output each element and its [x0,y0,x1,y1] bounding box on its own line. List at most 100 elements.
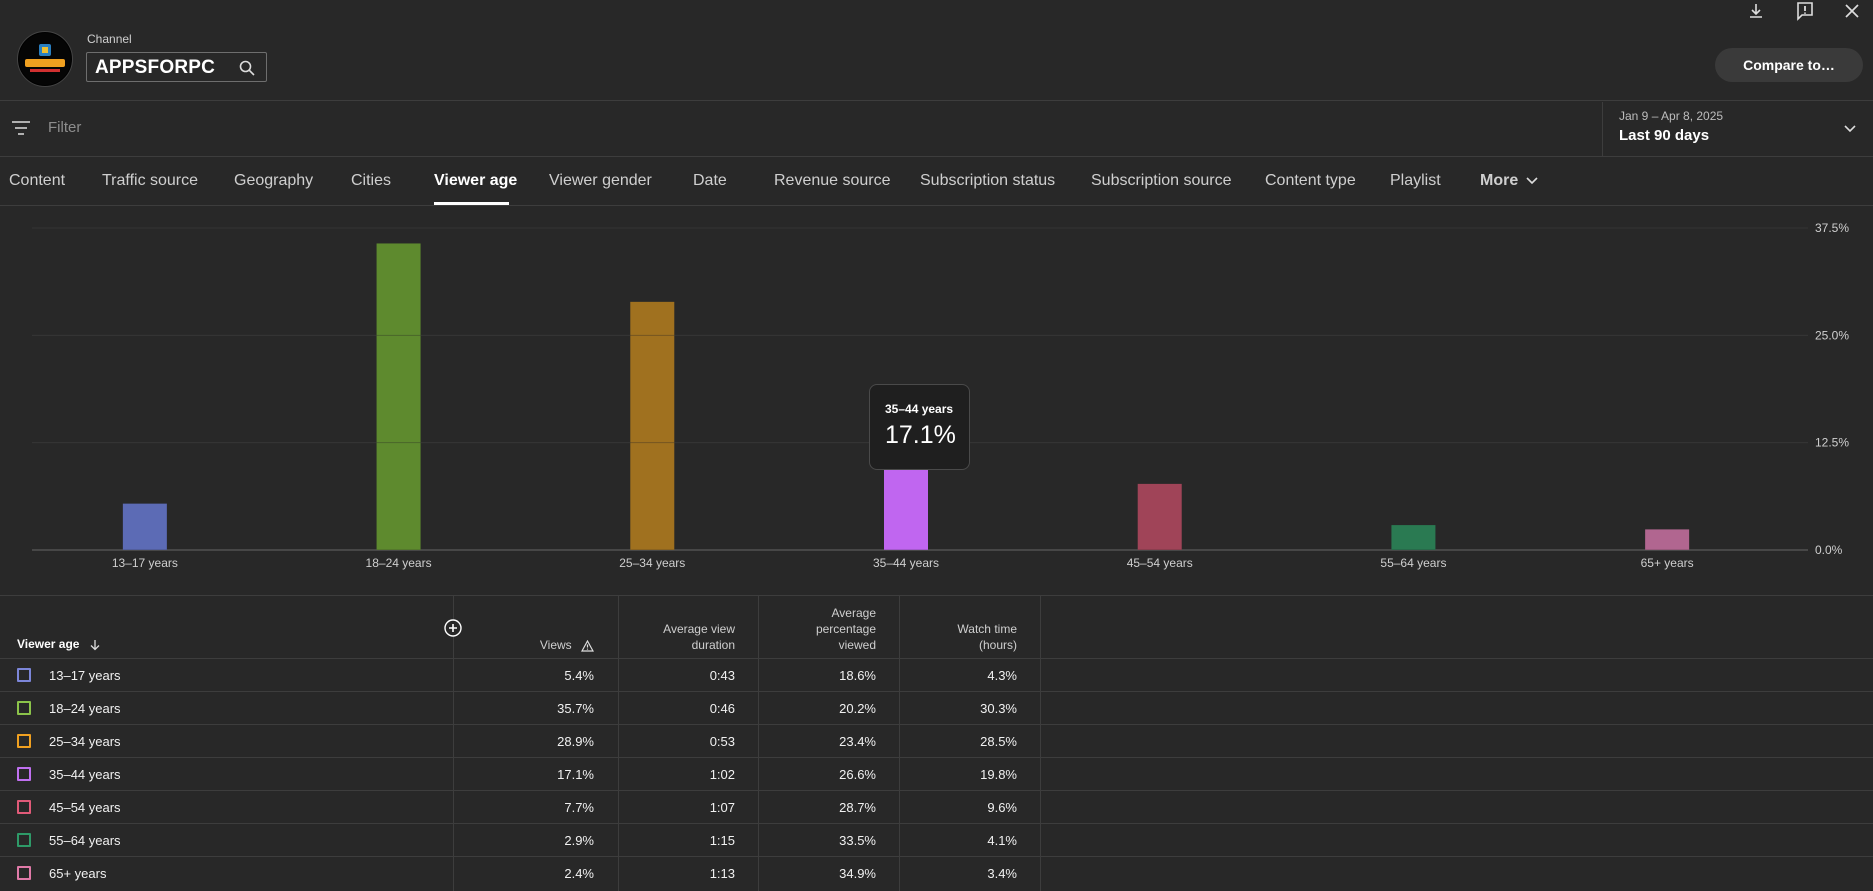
add-column-button[interactable] [444,619,462,637]
cell-views: 17.1% [557,767,594,782]
table-row[interactable]: 18–24 years 35.7% 0:46 20.2% 30.3% [0,691,1873,724]
cell-avg-view-duration: 1:13 [709,866,735,881]
cell-views: 2.4% [564,866,594,881]
table-row[interactable]: 65+ years 2.4% 1:13 34.9% 3.4% [0,856,1873,889]
column-header-label: Viewer age [17,637,80,651]
chart-bar[interactable] [630,301,675,550]
column-separator [1040,595,1041,891]
x-tick-label: 25–34 years [619,556,685,570]
series-color-swatch[interactable] [17,866,31,880]
column-header-line: duration [691,638,735,652]
column-header-label: Views [539,638,572,652]
table-row[interactable]: 55–64 years 2.9% 1:15 33.5% 4.1% [0,823,1873,856]
chart-bar[interactable] [1137,483,1182,550]
date-period-selector[interactable]: Last 90 days [1619,127,1710,144]
cell-watch-time: 4.3% [987,668,1017,683]
cell-avg-view-duration: 0:43 [709,668,735,683]
tab-cities[interactable]: Cities [351,172,392,189]
x-tick-label: 35–44 years [873,556,939,570]
cell-avg-percentage-viewed: 26.6% [839,767,876,782]
column-header-avg-view-duration[interactable]: Average view duration [628,621,735,653]
tab-more[interactable]: More [1480,172,1539,190]
tab-geography[interactable]: Geography [234,172,314,189]
row-label: 35–44 years [49,767,121,782]
cell-watch-time: 30.3% [980,701,1017,716]
add-circle-icon [444,619,462,637]
series-color-swatch[interactable] [17,734,31,748]
x-tick-label: 65+ years [1641,556,1694,570]
cell-watch-time: 28.5% [980,734,1017,749]
column-header-avg-percentage-viewed[interactable]: Average percentage viewed [768,605,876,653]
cell-avg-percentage-viewed: 23.4% [839,734,876,749]
chart-bar[interactable] [1645,529,1690,550]
y-tick-label: 12.5% [1815,436,1849,450]
cell-avg-percentage-viewed: 20.2% [839,701,876,716]
tooltip-value: 17.1% [885,421,956,449]
channel-selector[interactable]: APPSFORPC [86,52,267,82]
column-separator [899,595,900,891]
series-color-swatch[interactable] [17,767,31,781]
column-header-line: Watch time [957,622,1017,636]
tab-traffic-source[interactable]: Traffic source [102,172,199,189]
table-row[interactable]: 45–54 years 7.7% 1:07 28.7% 9.6% [0,790,1873,823]
column-header-watch-time[interactable]: Watch time (hours) [909,621,1017,653]
table-row[interactable]: 25–34 years 28.9% 0:53 23.4% 28.5% [0,724,1873,757]
series-color-swatch[interactable] [17,833,31,847]
cell-views: 7.7% [564,800,594,815]
cell-avg-percentage-viewed: 33.5% [839,833,876,848]
y-tick-label: 0.0% [1815,543,1843,557]
column-header-viewer-age[interactable]: Viewer age [17,637,101,651]
tab-date[interactable]: Date [693,172,727,189]
chart-bar[interactable] [122,503,167,550]
warning-icon [580,639,595,652]
table-row[interactable]: 35–44 years 17.1% 1:02 26.6% 19.8% [0,757,1873,790]
chart-bar[interactable] [1391,525,1436,550]
close-icon[interactable] [1839,0,1865,22]
tab-viewer-gender[interactable]: Viewer gender [549,172,652,189]
row-label: 45–54 years [49,800,121,815]
tab-content[interactable]: Content [9,172,66,189]
series-color-swatch[interactable] [17,668,31,682]
y-tick-label: 37.5% [1815,221,1849,235]
cell-watch-time: 19.8% [980,767,1017,782]
cell-avg-percentage-viewed: 28.7% [839,800,876,815]
column-header-line: Average view [663,622,735,636]
series-color-swatch[interactable] [17,701,31,715]
filter-input[interactable]: Filter [48,119,82,136]
header-divider [0,100,1873,101]
table-row[interactable]: 13–17 years 5.4% 0:43 18.6% 4.3% [0,658,1873,691]
tab-viewer-age[interactable]: Viewer age [434,172,518,189]
cell-views: 5.4% [564,668,594,683]
x-tick-label: 55–64 years [1380,556,1446,570]
cell-watch-time: 9.6% [987,800,1017,815]
column-header-line: Average [831,606,876,620]
row-label: 18–24 years [49,701,121,716]
column-header-line: viewed [838,638,876,652]
cell-avg-view-duration: 0:53 [709,734,735,749]
filter-icon[interactable] [10,118,32,138]
column-separator [618,595,619,891]
row-label: 13–17 years [49,668,121,683]
tab-subscription-source[interactable]: Subscription source [1091,172,1232,189]
tab-revenue-source[interactable]: Revenue source [774,172,891,189]
search-icon[interactable] [238,59,256,77]
chevron-down-icon [1526,177,1538,184]
arrow-down-icon [90,639,100,651]
feedback-icon[interactable] [1792,0,1818,22]
cell-avg-view-duration: 1:15 [709,833,735,848]
tab-content-type[interactable]: Content type [1265,172,1356,189]
chart-bar[interactable] [376,243,421,550]
tab-subscription-status[interactable]: Subscription status [920,172,1056,189]
compare-button[interactable]: Compare to… [1715,48,1863,82]
cell-watch-time: 3.4% [987,866,1017,881]
cell-watch-time: 4.1% [987,833,1017,848]
tab-playlist[interactable]: Playlist [1390,172,1441,189]
channel-avatar [17,31,73,87]
chevron-down-icon[interactable] [1842,121,1858,137]
channel-name: APPSFORPC [95,57,216,78]
download-icon[interactable] [1743,0,1769,22]
row-label: 25–34 years [49,734,121,749]
channel-logo [19,33,71,85]
series-color-swatch[interactable] [17,800,31,814]
column-header-views[interactable]: Views [462,637,595,653]
